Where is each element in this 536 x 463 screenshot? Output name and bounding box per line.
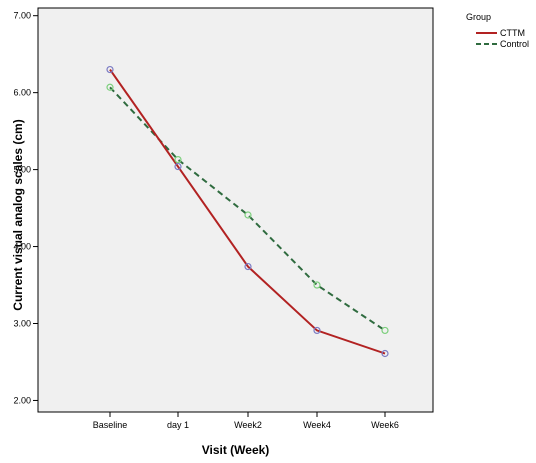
series-layer (106, 65, 389, 358)
data-point-cttm (381, 349, 389, 358)
x-axis: Baseline day 1 Week2 Week4 Week6 (93, 412, 399, 430)
data-point-control (313, 281, 321, 289)
y-axis: 2.00 3.00 4.00 5.00 6.00 7.00 (13, 11, 38, 405)
y-tick-label: 3.00 (13, 319, 31, 329)
x-tick-label: Week2 (234, 420, 262, 430)
data-point-cttm (244, 262, 252, 271)
y-axis-title: Current visual analog scales (cm) (11, 119, 25, 310)
y-tick-label: 4.00 (13, 242, 31, 252)
data-point-control (244, 211, 252, 219)
data-point-control (174, 155, 182, 164)
y-tick-label: 2.00 (13, 395, 31, 405)
x-tick-label: Week4 (303, 420, 331, 430)
y-tick-label: 7.00 (13, 11, 31, 21)
x-axis-title: Visit (Week) (202, 443, 270, 457)
data-point-cttm (106, 65, 114, 74)
data-point-control (106, 83, 114, 91)
series-line-control (109, 86, 386, 332)
legend-label-control: Control (500, 39, 529, 49)
series-line-cttm (109, 68, 386, 355)
x-tick-label: Baseline (93, 420, 128, 430)
data-point-control (381, 326, 389, 335)
x-tick-label: Week6 (371, 420, 399, 430)
legend-title: Group (466, 12, 491, 22)
y-tick-label: 6.00 (13, 88, 31, 98)
x-tick-label: day 1 (167, 420, 189, 430)
plot-area (37, 7, 434, 413)
data-point-cttm (174, 162, 182, 171)
legend-label-cttm: CTTM (500, 28, 525, 38)
y-tick-label: 5.00 (13, 165, 31, 175)
data-point-cttm (313, 326, 321, 335)
